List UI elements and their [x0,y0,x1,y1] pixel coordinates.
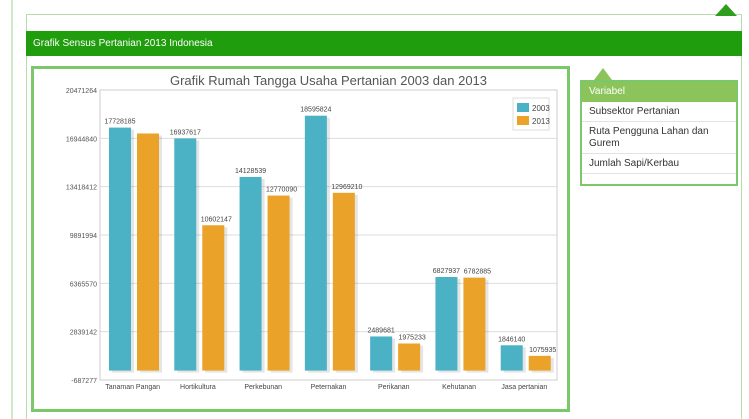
x-tick-label: Perkebunan [244,384,282,391]
y-tick-label: -687277 [71,378,97,385]
data-label: 6827937 [433,268,460,275]
bar-2013 [137,133,159,371]
data-label: 16937617 [170,129,201,136]
data-label: 1975233 [399,335,426,342]
bar-2013 [398,343,421,371]
data-label: 17728185 [104,119,135,126]
bar-2003 [370,336,393,371]
y-tick-label: 20471264 [66,88,97,95]
legend-label-2003: 2003 [532,104,550,113]
legend-swatch-2003 [517,103,529,112]
sidebar-item-ruta[interactable]: Ruta Pengguna Lahan dan Gurem [582,122,736,154]
plot-area [99,89,558,381]
caret-up-icon [594,68,612,80]
legend-swatch-2013 [517,116,529,125]
data-label: 1846140 [498,336,525,343]
variable-panel-heading: Variabel [582,82,736,102]
sidebar-item-subsektor[interactable]: Subsektor Pertanian [582,102,736,122]
y-tick-label: 13418412 [66,185,97,192]
bar-2003 [109,127,131,371]
data-label: 2489681 [368,327,395,334]
bar-2003 [435,276,458,371]
chart-panel: Grafik Rumah Tangga Usaha Pertanian 2003… [31,66,570,412]
chart-title: Grafik Rumah Tangga Usaha Pertanian 2003… [170,73,487,88]
page-title: Grafik Sensus Pertanian 2013 Indonesia [26,31,742,56]
left-rule [11,0,13,419]
bar-2003 [500,345,523,371]
data-label: 18595824 [300,107,331,114]
x-tick-label: Kehutanan [442,384,476,391]
caret-up-icon [715,4,737,16]
x-tick-label: Jasa pertanian [501,384,547,391]
legend-label-2013: 2013 [532,117,550,126]
data-label: 12969210 [331,184,362,191]
y-tick-label: 16944840 [66,136,97,143]
y-tick-label: 9891994 [70,233,97,240]
data-label: 10602147 [201,216,232,223]
data-label: 12770090 [266,187,297,194]
bar-2003 [239,176,262,371]
y-tick-label: 2839142 [70,330,97,337]
x-tick-label: Hortikultura [180,384,216,391]
bar-2003 [174,138,197,371]
bar-2013 [202,225,225,371]
bar-chart: Grafik Rumah Tangga Usaha Pertanian 2003… [66,73,558,391]
top-rule [26,14,742,15]
bar-2003 [304,115,327,371]
bar-2013 [463,277,486,371]
bar-2013 [528,355,551,371]
x-tick-label: Peternakan [311,384,347,391]
sidebar-item-sapi[interactable]: Jumlah Sapi/Kerbau [582,154,736,174]
bar-2013 [332,192,355,371]
y-tick-label: 6365570 [70,281,97,288]
data-label: 6782885 [464,269,491,276]
x-tick-label: Tanaman Pangan [105,384,160,391]
data-label: 14128539 [235,168,266,175]
bar-2013 [267,195,290,371]
data-label: 1075935 [529,347,556,354]
variable-panel: Variabel Subsektor Pertanian Ruta Penggu… [580,80,738,186]
content-frame [26,14,742,419]
x-tick-label: Perikanan [378,384,410,391]
